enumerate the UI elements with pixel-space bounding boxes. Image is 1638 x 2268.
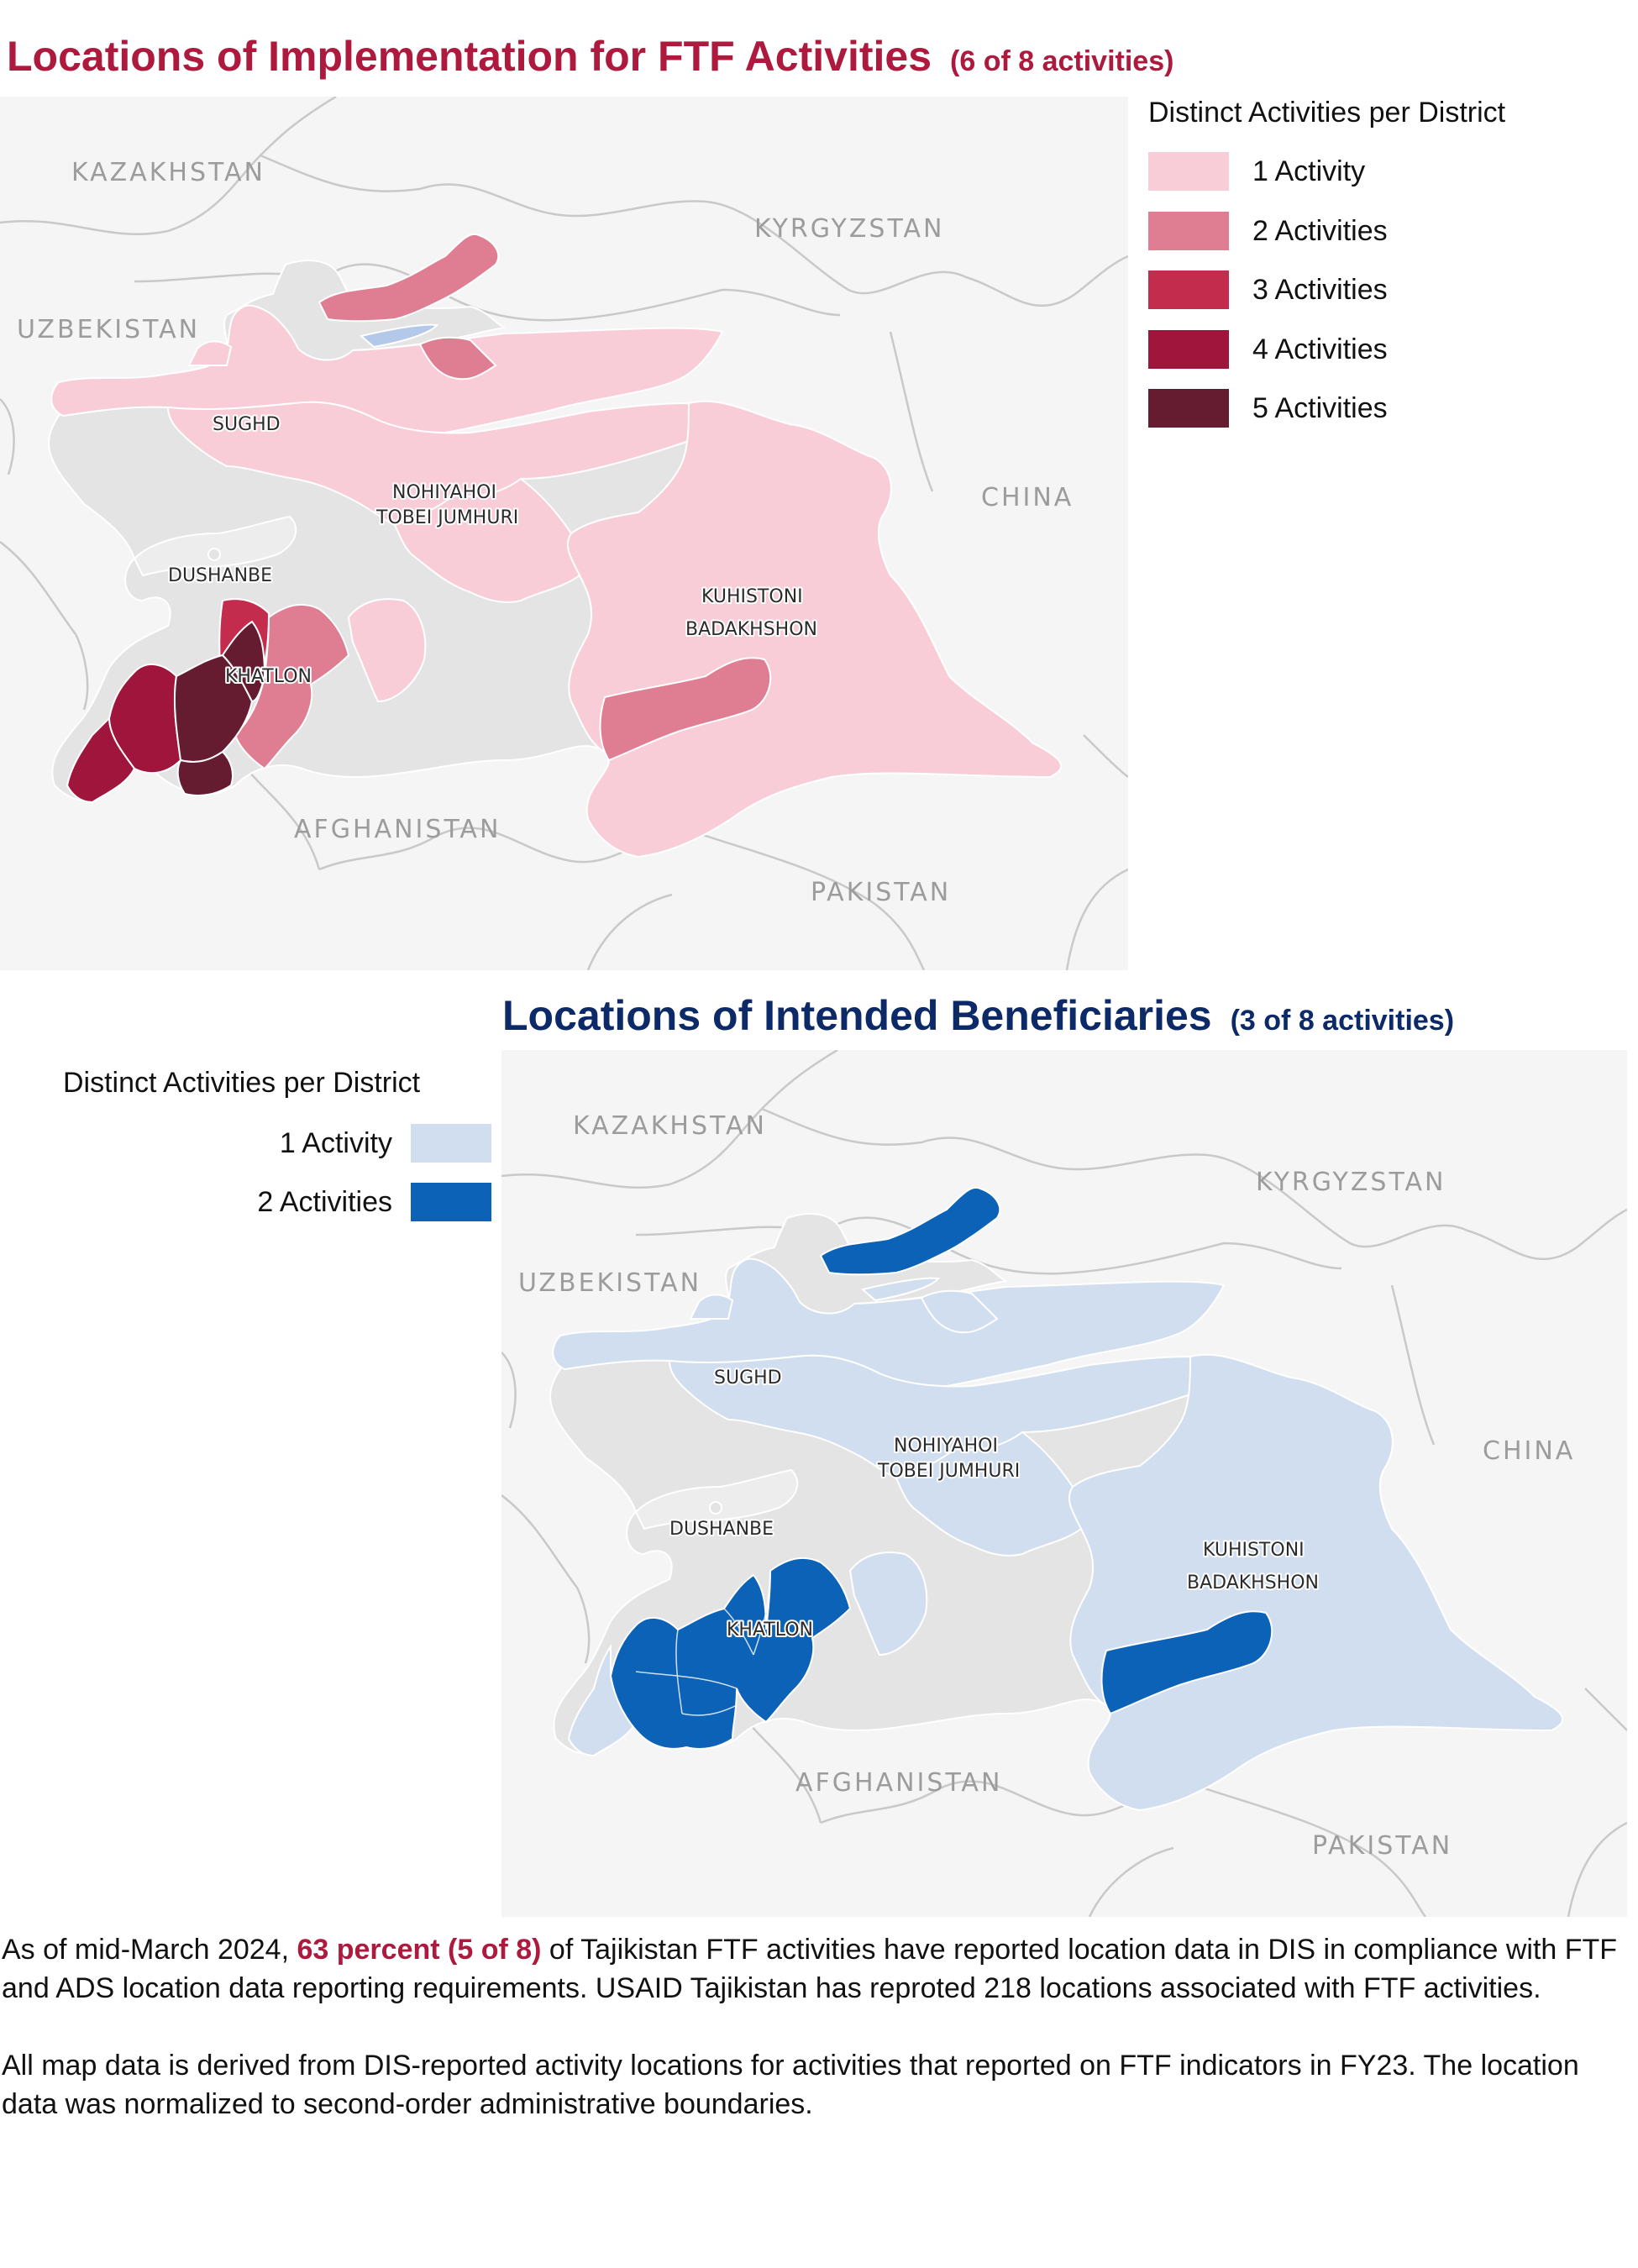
country-label-kazakhstan: KAZAKHSTAN xyxy=(573,1111,767,1141)
country-label-afghanistan: AFGHANISTAN xyxy=(795,1768,1002,1798)
legend-label: 5 Activities xyxy=(1252,391,1388,424)
legend-swatch xyxy=(411,1183,491,1221)
legend-swatch xyxy=(1148,270,1229,309)
legend-label: 1 Activity xyxy=(1252,155,1366,187)
implementation-map-svg: KAZAKHSTAN KYRGYZSTAN UZBEKISTAN CHINA A… xyxy=(0,97,1128,970)
footer-paragraph-source: All map data is derived from DIS-reporte… xyxy=(2,2050,1579,2120)
implementation-map-title: Locations of Implementation for FTF Acti… xyxy=(7,32,1173,81)
legend-item-2-activities: 2 Activities xyxy=(257,1183,491,1221)
region-label-badakhshon: BADAKHSHON xyxy=(1187,1572,1319,1593)
region-label-nohiyahoi: NOHIYAHOI xyxy=(894,1436,998,1457)
region-label-sughd: SUGHD xyxy=(714,1368,782,1389)
country-label-china: CHINA xyxy=(981,483,1074,512)
footer-text: As of mid-March 2024, xyxy=(2,1934,297,1966)
region-label-khatlon: KHATLON xyxy=(727,1620,813,1641)
region-label-kuhistoni: KUHISTONI xyxy=(701,586,803,607)
country-label-china: CHINA xyxy=(1483,1436,1575,1466)
country-label-pakistan: PAKISTAN xyxy=(811,878,951,907)
beneficiaries-map-svg: KAZAKHSTAN KYRGYZSTAN UZBEKISTAN CHINA A… xyxy=(501,1050,1627,1917)
beneficiaries-legend-title: Distinct Activities per District xyxy=(63,1067,421,1099)
beneficiaries-map-subtitle: (3 of 8 activities) xyxy=(1230,1005,1455,1037)
implementation-map-title-text: Locations of Implementation for FTF Acti… xyxy=(7,33,932,80)
implementation-map: KAZAKHSTAN KYRGYZSTAN UZBEKISTAN CHINA A… xyxy=(0,97,1128,970)
legend-swatch xyxy=(1148,152,1229,191)
legend-label: 1 Activity xyxy=(279,1126,392,1159)
legend-item-1-activity: 1 Activity xyxy=(280,1124,491,1163)
country-label-kyrgyzstan: KYRGYZSTAN xyxy=(1256,1168,1446,1197)
legend-item-4-activities: 4 Activities xyxy=(1148,330,1388,369)
legend-label: 4 Activities xyxy=(1252,333,1388,365)
region-label-tobei-jumhuri: TOBEI JUMHURI xyxy=(877,1461,1020,1482)
region-label-sughd: SUGHD xyxy=(213,414,281,435)
legend-label: 3 Activities xyxy=(1252,273,1388,306)
footer-paragraph-compliance: As of mid-March 2024, 63 percent (5 of 8… xyxy=(2,1930,1623,2008)
region-label-nohiyahoi: NOHIYAHOI xyxy=(392,482,496,503)
legend-item-3-activities: 3 Activities xyxy=(1148,270,1388,309)
legend-swatch xyxy=(411,1124,491,1163)
country-label-kyrgyzstan: KYRGYZSTAN xyxy=(754,214,944,244)
footer-highlight: 63 percent (5 of 8) xyxy=(297,1934,542,1966)
region-label-dushanbe: DUSHANBE xyxy=(168,565,272,586)
country-label-uzbekistan: UZBEKISTAN xyxy=(518,1268,701,1298)
legend-item-1-activity: 1 Activity xyxy=(1148,152,1365,191)
beneficiaries-map-title: Locations of Intended Beneficiaries (3 of… xyxy=(502,991,1454,1040)
implementation-map-subtitle: (6 of 8 activities) xyxy=(950,45,1174,77)
region-label-kuhistoni: KUHISTONI xyxy=(1203,1540,1305,1561)
implementation-legend: Distinct Activities per District 1 Activ… xyxy=(1148,97,1619,449)
legend-item-2-activities: 2 Activities xyxy=(1148,212,1388,250)
region-label-khatlon: KHATLON xyxy=(225,666,312,687)
country-label-afghanistan: AFGHANISTAN xyxy=(294,815,501,844)
beneficiaries-legend: Distinct Activities per District 1 Activ… xyxy=(63,1067,491,1235)
legend-swatch xyxy=(1148,330,1229,369)
region-label-tobei-jumhuri: TOBEI JUMHURI xyxy=(375,507,518,528)
footer-text: of Tajikistan FTF activities have report… xyxy=(2,1934,1618,2004)
region-label-badakhshon: BADAKHSHON xyxy=(685,619,817,640)
beneficiaries-map-title-text: Locations of Intended Beneficiaries xyxy=(502,992,1212,1039)
legend-label: 2 Activities xyxy=(1252,214,1388,247)
legend-swatch xyxy=(1148,389,1229,428)
country-label-pakistan: PAKISTAN xyxy=(1312,1831,1452,1861)
footer-notes: As of mid-March 2024, 63 percent (5 of 8… xyxy=(2,1930,1623,2162)
country-label-uzbekistan: UZBEKISTAN xyxy=(17,315,200,344)
beneficiaries-map: KAZAKHSTAN KYRGYZSTAN UZBEKISTAN CHINA A… xyxy=(501,1050,1627,1917)
region-label-dushanbe: DUSHANBE xyxy=(669,1519,774,1540)
legend-swatch xyxy=(1148,212,1229,250)
country-label-kazakhstan: KAZAKHSTAN xyxy=(71,158,265,187)
legend-item-5-activities: 5 Activities xyxy=(1148,389,1388,428)
legend-label: 2 Activities xyxy=(257,1185,392,1218)
implementation-legend-title: Distinct Activities per District xyxy=(1148,97,1506,129)
